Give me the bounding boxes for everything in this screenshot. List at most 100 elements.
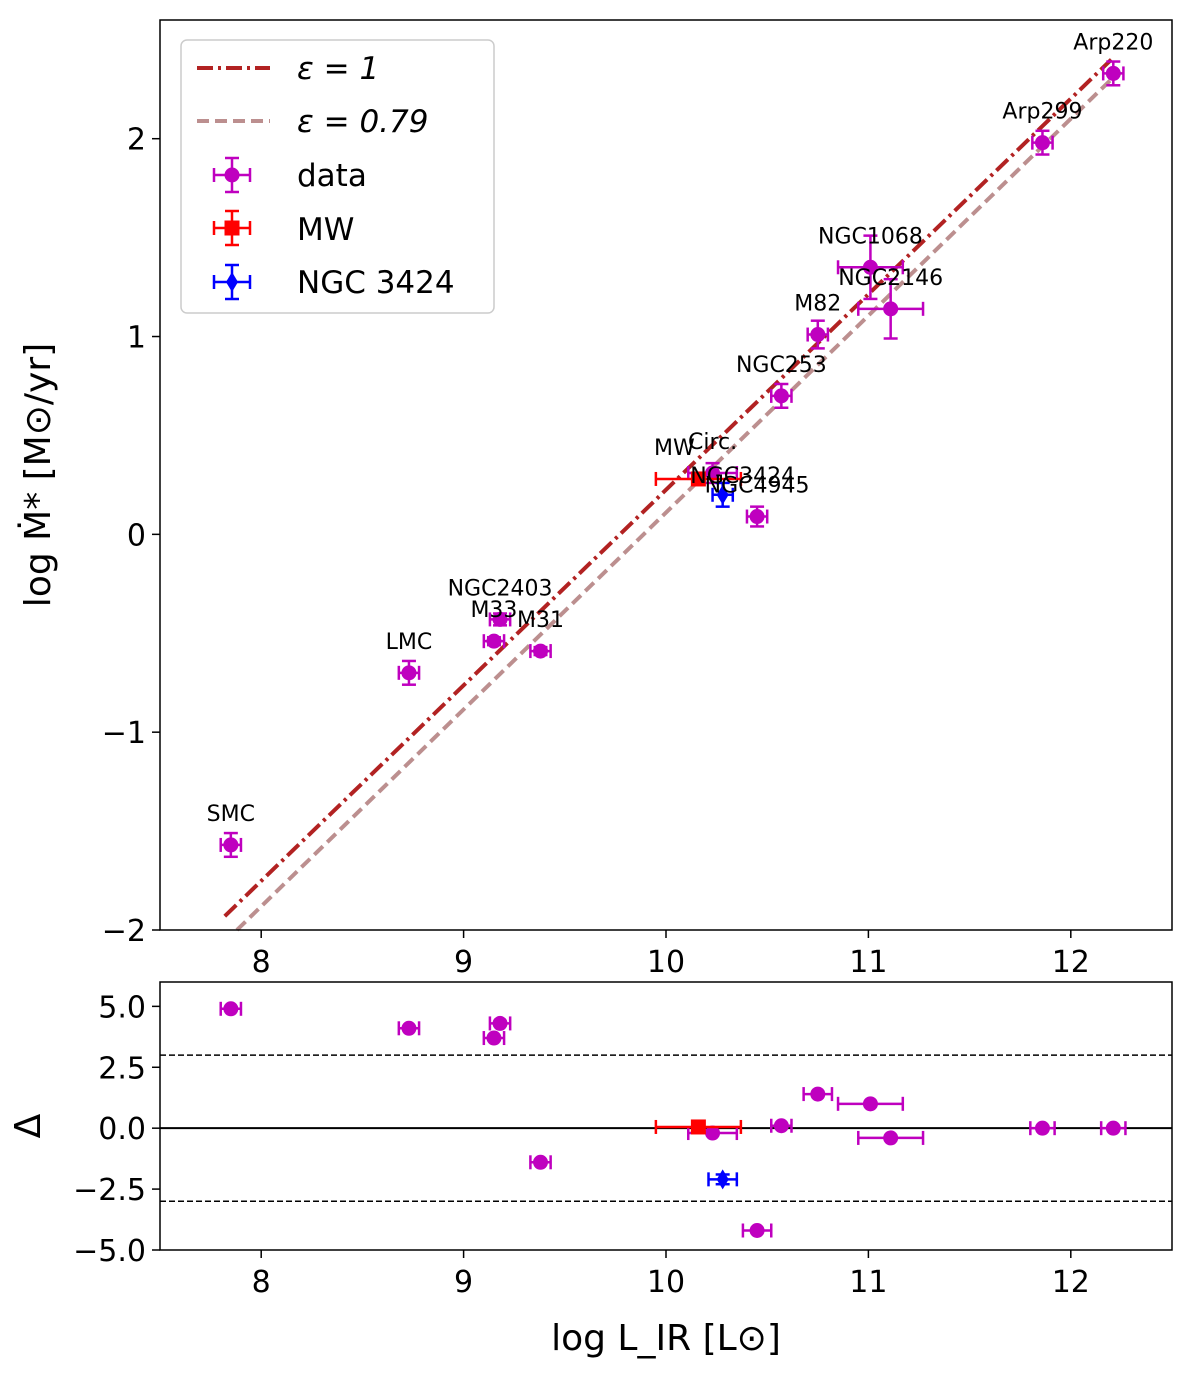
residual-y-tick-label: −5.0 xyxy=(73,1234,146,1269)
data-point-lmc xyxy=(397,659,421,686)
annotation-ngc4945: NGC4945 xyxy=(705,474,810,499)
main-y-tick-label: 1 xyxy=(127,321,146,356)
data-point-arp220 xyxy=(1101,60,1125,87)
main-x-tick-label: 12 xyxy=(1052,945,1090,980)
residual-point xyxy=(488,1015,512,1031)
residual-point xyxy=(836,1096,905,1112)
data-point-m82 xyxy=(806,319,830,350)
residual-point-marker xyxy=(223,1001,239,1017)
data-point-ngc1068 xyxy=(836,234,905,301)
residual-point-marker xyxy=(486,1030,502,1046)
main-y-tick-label: −1 xyxy=(102,716,146,751)
data-point-ngc253-marker xyxy=(773,388,789,404)
model-line-eps079 xyxy=(235,77,1113,932)
main-x-tick-label: 9 xyxy=(454,945,473,980)
residual-point xyxy=(219,1001,243,1017)
annotation-m31: M31 xyxy=(517,608,564,633)
data-point-m33-marker xyxy=(486,633,502,649)
annotation-m33: M33 xyxy=(470,598,517,623)
residual-point-ngc3424 xyxy=(707,1169,739,1190)
main-y-tick-label: −2 xyxy=(102,914,146,949)
residual-point-marker xyxy=(492,1015,508,1031)
legend-eps079-label: ε = 0.79 xyxy=(297,104,428,140)
residual-point xyxy=(802,1086,834,1102)
residual-point-marker xyxy=(533,1154,549,1170)
annotation-arp220: Arp220 xyxy=(1073,30,1153,55)
data-point-smc-marker xyxy=(223,837,239,853)
annotation-arp299: Arp299 xyxy=(1002,100,1082,125)
data-point-ngc4945-marker xyxy=(749,509,765,525)
leg-mw-marker-shape xyxy=(224,220,240,236)
residual-y-axis-label: Δ xyxy=(8,1113,49,1138)
x-axis-label: log L_IR [L⊙] xyxy=(551,1318,781,1359)
data-point-arp299-marker xyxy=(1034,135,1050,151)
data-point-ngc2146-marker xyxy=(883,301,899,317)
main-y-tick-label: 2 xyxy=(127,123,146,158)
data-point-arp220-marker xyxy=(1105,65,1121,81)
legend-ngc3424-label: NGC 3424 xyxy=(297,265,455,301)
residual-point-marker xyxy=(1105,1120,1121,1136)
residual-point-marker xyxy=(810,1086,826,1102)
model-line-eps1 xyxy=(223,58,1113,918)
residual-point-marker xyxy=(773,1118,789,1134)
data-point-m31-marker xyxy=(533,643,549,659)
annotation-ngc1068: NGC1068 xyxy=(818,224,923,249)
residual-x-tick-label: 9 xyxy=(454,1265,473,1300)
legend-box xyxy=(180,39,495,314)
annotation-ngc2403: NGC2403 xyxy=(448,576,553,601)
data-point-m82-marker xyxy=(810,327,826,343)
data-point-ngc3424 xyxy=(711,481,735,508)
residual-point xyxy=(769,1118,793,1134)
residual-point xyxy=(397,1020,421,1036)
residual-point xyxy=(482,1030,506,1046)
data-point-ngc2403-marker xyxy=(492,611,508,627)
residual-point-marker xyxy=(1034,1120,1050,1136)
data-point-ngc1068-marker xyxy=(862,259,878,275)
annotation-ngc253: NGC253 xyxy=(736,353,827,378)
residual-point-marker xyxy=(705,1125,721,1141)
annotation-circ: Circ. xyxy=(688,430,737,455)
residual-x-tick-label: 10 xyxy=(647,1265,685,1300)
residual-point-marker xyxy=(401,1020,417,1036)
main-y-tick-label: 0 xyxy=(127,518,146,553)
residual-panel: 8 9 10 11 12 5.0 2.5 0.0 −2.5 −5.0 Δ log L_IR [L⊙… xyxy=(8,981,1173,1359)
data-point-mw xyxy=(654,471,743,487)
data-point-ngc3424-marker xyxy=(716,484,729,505)
annotation-lmc: LMC xyxy=(386,630,433,655)
residual-y-tick-label: −2.5 xyxy=(73,1173,146,1208)
legend-eps1-label: ε = 1 xyxy=(297,51,379,87)
annotation-ngc3424: NGC3424 xyxy=(690,464,795,489)
leg-data-marker-shape xyxy=(224,167,240,183)
residual-point xyxy=(1099,1120,1127,1136)
data-point-ngc2146 xyxy=(857,277,925,340)
residual-point xyxy=(741,1223,773,1239)
residual-point xyxy=(529,1154,552,1170)
residual-x-tick-label: 8 xyxy=(252,1265,271,1300)
legend-data-marker xyxy=(212,156,252,194)
residual-y-tick-label: 2.5 xyxy=(98,1051,146,1086)
residual-point-marker xyxy=(883,1130,899,1146)
residual-point-marker xyxy=(749,1223,765,1239)
legend: ε = 1 ε = 0.79 data MW NGC 3424 xyxy=(180,39,495,314)
residual-x-tick-label: 11 xyxy=(849,1265,887,1300)
leg-ngc-marker-shape xyxy=(226,272,238,292)
main-x-tick-label: 11 xyxy=(849,945,887,980)
legend-ngc3424-marker xyxy=(212,263,252,301)
main-x-tick-label: 10 xyxy=(647,945,685,980)
data-point-ngc4945 xyxy=(745,505,769,528)
residual-point xyxy=(1029,1120,1056,1136)
legend-data-label: data xyxy=(297,158,367,194)
residual-point xyxy=(857,1130,925,1146)
annotation-smc: SMC xyxy=(207,802,255,827)
residual-y-tick-label: 5.0 xyxy=(98,990,146,1025)
residual-x-tick-label: 12 xyxy=(1052,1265,1090,1300)
legend-mw-label: MW xyxy=(297,212,354,248)
main-y-axis-label: log Ṁ* [M⊙/yr] xyxy=(17,343,59,607)
data-point-m33 xyxy=(482,633,506,649)
residual-y-tick-label: 0.0 xyxy=(98,1112,146,1147)
data-point-mw-marker xyxy=(690,471,706,487)
legend-mw-marker xyxy=(212,209,252,247)
residual-plot-frame xyxy=(159,981,1173,1251)
